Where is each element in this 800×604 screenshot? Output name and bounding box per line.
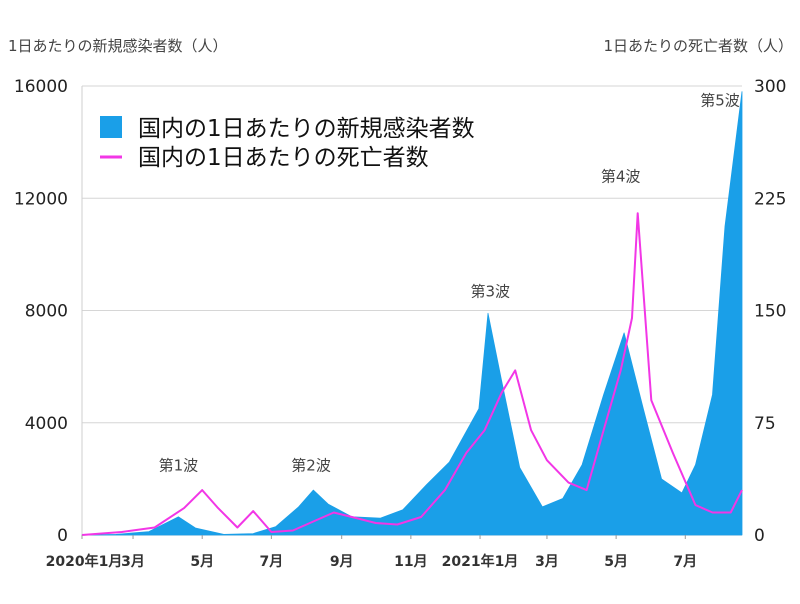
y-left-tick-label: 4000: [25, 414, 68, 434]
wave-label: 第2波: [291, 456, 331, 474]
x-tick-label: 9月: [330, 554, 354, 570]
wave-annotations: 第1波 第2波 第3波 第4波 第5波: [159, 92, 740, 475]
y-right-tick-label: 0: [754, 526, 765, 546]
y-right-tick-label: 225: [754, 189, 786, 209]
y-left-tick-label: 8000: [25, 302, 68, 322]
x-tick-label: 3月: [535, 554, 559, 570]
infections-area-layer: [81, 91, 743, 536]
wave-label: 第1波: [159, 456, 199, 474]
y-right-tick-label: 150: [754, 302, 786, 322]
x-tick-label: 2021年1月: [442, 553, 519, 570]
x-tick-label: 5月: [604, 554, 628, 570]
y-left-tick-label: 16000: [14, 77, 68, 97]
y-left-tick-label: 0: [57, 526, 68, 546]
y-right-tick-label: 75: [754, 414, 776, 434]
deaths-line-layer: [81, 212, 743, 536]
wave-label: 第4波: [601, 167, 641, 185]
wave-label: 第3波: [470, 282, 510, 300]
legend-label-deaths: 国内の1日あたりの死亡者数: [138, 145, 429, 171]
legend-label-infections: 国内の1日あたりの新規感染者数: [138, 116, 475, 142]
x-tick-label: 2020年1月: [46, 553, 123, 570]
y-right-tick-label: 300: [754, 77, 786, 97]
infections-area: [81, 91, 743, 536]
x-tick-label: 5月: [190, 554, 214, 570]
legend-swatch-infections: [100, 116, 122, 138]
x-tick-label: 7月: [673, 554, 697, 570]
deaths-line: [81, 212, 743, 536]
y-left-axis-title: 1日あたりの新規感染者数（人）: [8, 37, 228, 55]
y-right-axis-title: 1日あたりの死亡者数（人）: [603, 37, 793, 55]
wave-label: 第5波: [700, 92, 740, 110]
y-left-tick-label: 12000: [14, 189, 68, 209]
x-tick-label: 3月: [121, 554, 145, 570]
x-tick-label: 11月: [394, 554, 427, 570]
x-tick-label: 7月: [260, 554, 284, 570]
